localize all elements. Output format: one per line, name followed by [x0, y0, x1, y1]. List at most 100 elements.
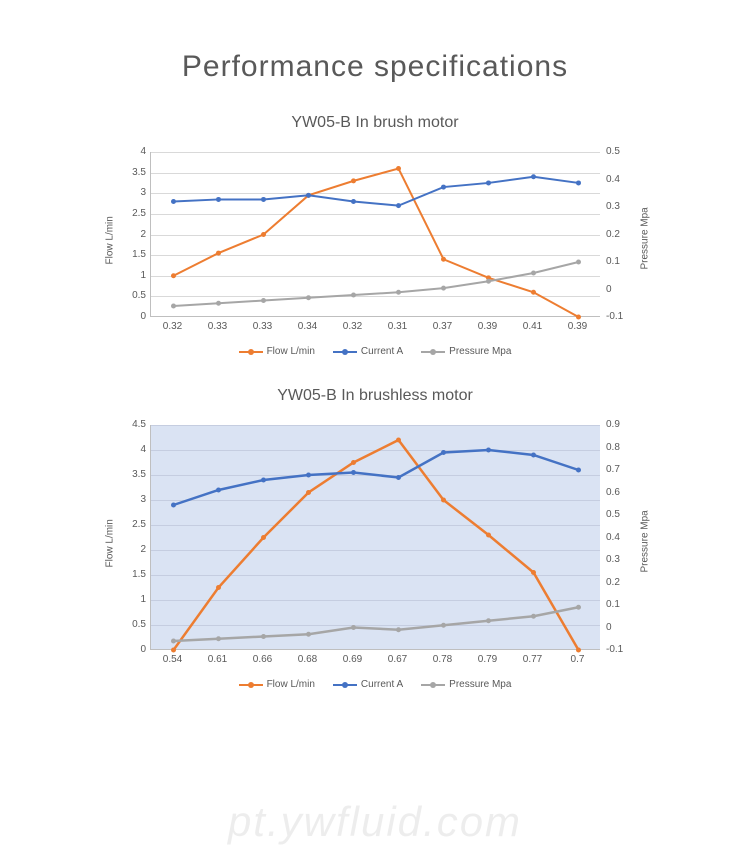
legend-marker [342, 349, 348, 355]
y-right-tick: 0.4 [606, 532, 636, 543]
y-right-tick: 0.2 [606, 229, 636, 240]
chart-title: YW05-B In brushless motor [95, 387, 655, 405]
legend-label: Flow L/min [267, 346, 315, 357]
chart-wrap: 00.511.522.533.54-0.100.10.20.30.40.50.3… [95, 142, 655, 342]
x-tick: 0.66 [253, 654, 272, 665]
legend-swatch [333, 684, 357, 686]
marker-dot [486, 448, 491, 453]
y-right-tick: -0.1 [606, 311, 636, 322]
marker-dot [396, 627, 401, 632]
legend-swatch [239, 351, 263, 353]
y-left-label: Flow L/min [105, 507, 116, 567]
y-left-tick: 2.5 [116, 519, 146, 530]
legend: Flow L/min Current A Pressure Mpa [95, 346, 655, 357]
marker-dot [486, 180, 491, 185]
legend-label: Pressure Mpa [449, 346, 511, 357]
legend-item: Current A [333, 346, 403, 357]
legend-label: Current A [361, 679, 403, 690]
y-left-tick: 3.5 [116, 167, 146, 178]
x-tick: 0.67 [388, 654, 407, 665]
marker-dot [216, 585, 221, 590]
legend-label: Pressure Mpa [449, 679, 511, 690]
marker-dot [576, 315, 581, 320]
marker-dot [306, 295, 311, 300]
marker-dot [216, 488, 221, 493]
marker-dot [261, 232, 266, 237]
marker-dot [576, 648, 581, 653]
marker-dot [351, 199, 356, 204]
marker-dot [351, 625, 356, 630]
y-right-tick: 0.3 [606, 201, 636, 212]
marker-dot [396, 166, 401, 171]
x-tick: 0.79 [478, 654, 497, 665]
series-svg [151, 425, 601, 650]
y-left-tick: 1.5 [116, 249, 146, 260]
marker-dot [351, 293, 356, 298]
marker-dot [261, 197, 266, 202]
y-right-tick: 0.9 [606, 419, 636, 430]
y-right-tick: 0.5 [606, 509, 636, 520]
y-right-tick: 0.8 [606, 442, 636, 453]
y-right-label: Pressure Mpa [640, 502, 651, 572]
marker-dot [441, 450, 446, 455]
series-line [174, 450, 579, 505]
legend-item: Pressure Mpa [421, 346, 511, 357]
x-tick: 0.33 [208, 321, 227, 332]
legend-item: Flow L/min [239, 679, 315, 690]
x-tick: 0.41 [523, 321, 542, 332]
y-left-tick: 0.5 [116, 619, 146, 630]
x-tick: 0.39 [478, 321, 497, 332]
marker-dot [531, 453, 536, 458]
y-right-tick: 0.6 [606, 487, 636, 498]
marker-dot [576, 468, 581, 473]
y-left-label: Flow L/min [105, 204, 116, 264]
marker-dot [261, 634, 266, 639]
y-right-tick: 0.3 [606, 554, 636, 565]
y-right-tick: 0.1 [606, 599, 636, 610]
marker-dot [531, 614, 536, 619]
marker-dot [396, 438, 401, 443]
x-tick: 0.33 [253, 321, 272, 332]
y-left-tick: 0.5 [116, 290, 146, 301]
marker-dot [396, 475, 401, 480]
y-left-tick: 4 [116, 444, 146, 455]
legend-item: Current A [333, 679, 403, 690]
marker-dot [216, 197, 221, 202]
marker-dot [576, 180, 581, 185]
legend-marker [430, 682, 436, 688]
y-right-tick: 0.2 [606, 577, 636, 588]
marker-dot [486, 533, 491, 538]
legend-swatch [421, 684, 445, 686]
x-tick: 0.61 [208, 654, 227, 665]
legend-swatch [421, 351, 445, 353]
plot-area [150, 152, 600, 317]
marker-dot [576, 260, 581, 265]
marker-dot [306, 193, 311, 198]
marker-dot [351, 470, 356, 475]
y-left-tick: 1.5 [116, 569, 146, 580]
chart1: YW05-B In brush motor00.511.522.533.54-0… [95, 114, 655, 357]
y-left-tick: 1 [116, 270, 146, 281]
series-line [174, 177, 579, 206]
marker-dot [576, 605, 581, 610]
marker-dot [306, 473, 311, 478]
x-tick: 0.68 [298, 654, 317, 665]
marker-dot [261, 535, 266, 540]
legend-marker [248, 682, 254, 688]
marker-dot [216, 301, 221, 306]
marker-dot [486, 279, 491, 284]
marker-dot [531, 290, 536, 295]
x-tick: 0.77 [523, 654, 542, 665]
x-tick: 0.39 [568, 321, 587, 332]
marker-dot [306, 632, 311, 637]
legend-swatch [333, 351, 357, 353]
x-tick: 0.69 [343, 654, 362, 665]
marker-dot [486, 618, 491, 623]
legend-item: Pressure Mpa [421, 679, 511, 690]
marker-dot [171, 639, 176, 644]
x-tick: 0.31 [388, 321, 407, 332]
page-title: Performance specifications [0, 0, 750, 114]
y-left-tick: 0 [116, 644, 146, 655]
marker-dot [171, 503, 176, 508]
marker-dot [441, 623, 446, 628]
